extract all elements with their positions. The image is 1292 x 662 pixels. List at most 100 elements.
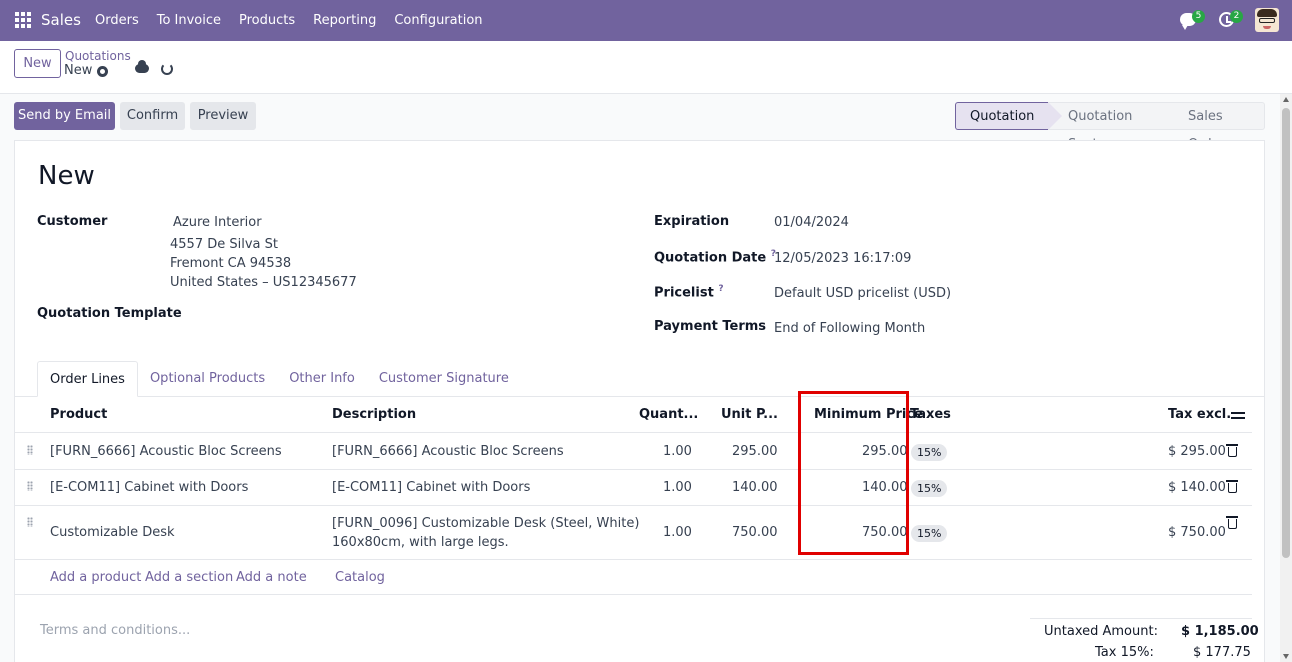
table-row[interactable]: Customizable Desk [FURN_0096] Customizab… [15, 506, 1252, 560]
payment-terms-label: Payment Terms [654, 319, 767, 334]
tax-badge[interactable]: 15% [911, 480, 948, 497]
add-product-link[interactable]: Add a product [50, 570, 142, 585]
row-quantity[interactable]: 1.00 [663, 444, 692, 459]
customer-label: Customer [37, 214, 108, 229]
row-unit-price[interactable]: 750.00 [732, 525, 778, 540]
scroll-up-icon[interactable] [1283, 97, 1289, 102]
send-by-email-button[interactable]: Send by Email [14, 102, 115, 130]
tax-badge[interactable]: 15% [911, 525, 948, 542]
pricelist-label: Pricelist ? [654, 284, 724, 301]
drag-handle-icon[interactable] [27, 445, 33, 455]
gear-icon[interactable] [97, 66, 108, 77]
catalog-link[interactable]: Catalog [335, 570, 385, 585]
quotation-template-label: Quotation Template [37, 306, 182, 321]
breadcrumb-quotations[interactable]: Quotations [65, 49, 131, 63]
col-minimum-price[interactable]: Minimum Price [814, 407, 923, 422]
stage-quotation-sent[interactable]: Quotation Sent [1048, 102, 1168, 152]
status-bar: Quotation Quotation Sent Sales Order [955, 102, 1265, 152]
activities-badge: 2 [1230, 10, 1243, 23]
stage-sales-order[interactable]: Sales Order [1168, 102, 1265, 152]
app-brand[interactable]: Sales [41, 11, 81, 29]
tax-amount-label: Tax 15%: [1095, 645, 1154, 660]
expiration-field[interactable]: 01/04/2024 [774, 215, 849, 230]
customer-address-line: 4557 De Silva St [170, 237, 278, 252]
help-icon[interactable]: ? [718, 284, 724, 294]
drag-handle-icon[interactable] [27, 481, 33, 491]
tab-other-info[interactable]: Other Info [289, 371, 355, 386]
row-product[interactable]: [E-COM11] Cabinet with Doors [50, 480, 249, 495]
row-subtotal: $ 140.00 [1168, 480, 1226, 495]
tab-customer-signature[interactable]: Customer Signature [378, 371, 509, 386]
row-quantity[interactable]: 1.00 [663, 525, 692, 540]
column-settings-icon[interactable] [1231, 409, 1245, 421]
confirm-button[interactable]: Confirm [120, 102, 185, 130]
terms-conditions-field[interactable]: Terms and conditions... [40, 623, 191, 638]
user-avatar[interactable] [1255, 8, 1279, 32]
row-subtotal: $ 295.00 [1168, 444, 1226, 459]
row-description-line2[interactable]: 160x80cm, with large legs. [332, 535, 509, 550]
row-minimum-price[interactable]: 140.00 [862, 480, 908, 495]
trash-icon[interactable] [1226, 444, 1238, 457]
row-description[interactable]: [FURN_6666] Acoustic Bloc Screens [332, 444, 564, 459]
table-row[interactable]: [FURN_6666] Acoustic Bloc Screens [FURN_… [15, 433, 1252, 470]
row-description[interactable]: [FURN_0096] Customizable Desk (Steel, Wh… [332, 516, 640, 531]
add-note-link[interactable]: Add a note [236, 570, 307, 585]
notebook-tabs: Order Lines Optional Products Other Info… [37, 361, 521, 397]
quotation-date-label: Quotation Date ? [654, 249, 776, 266]
page-scrollbar[interactable] [1280, 94, 1292, 662]
row-product[interactable]: Customizable Desk [50, 525, 175, 540]
customer-field[interactable]: Azure Interior [173, 215, 262, 230]
menu-to-invoice[interactable]: To Invoice [156, 13, 222, 28]
customer-address-line: Fremont CA 94538 [170, 256, 292, 271]
trash-icon[interactable] [1226, 516, 1238, 529]
pricelist-field[interactable]: Default USD pricelist (USD) [774, 286, 952, 301]
quotation-date-field[interactable]: 12/05/2023 16:17:09 [774, 251, 912, 266]
new-button[interactable]: New [14, 49, 61, 78]
col-quantity[interactable]: Quant... [639, 407, 699, 422]
tab-order-lines[interactable]: Order Lines [37, 361, 138, 397]
discard-icon[interactable] [161, 63, 173, 75]
cloud-save-icon[interactable] [135, 60, 149, 73]
col-tax-excl[interactable]: Tax excl. [1168, 407, 1232, 422]
table-row[interactable]: [E-COM11] Cabinet with Doors [E-COM11] C… [15, 470, 1252, 506]
stage-quotation[interactable]: Quotation [955, 102, 1062, 130]
col-product[interactable]: Product [50, 407, 108, 422]
row-product[interactable]: [FURN_6666] Acoustic Bloc Screens [50, 444, 282, 459]
drag-handle-icon[interactable] [27, 517, 33, 527]
row-minimum-price[interactable]: 295.00 [862, 444, 908, 459]
messages-badge: 5 [1192, 10, 1205, 23]
menu-products[interactable]: Products [239, 13, 296, 28]
row-description[interactable]: [E-COM11] Cabinet with Doors [332, 480, 531, 495]
payment-terms-field[interactable]: End of Following Month [774, 321, 926, 336]
row-subtotal: $ 750.00 [1168, 525, 1226, 540]
help-icon[interactable]: ? [770, 249, 776, 259]
totals-divider [1030, 618, 1252, 619]
row-minimum-price[interactable]: 750.00 [862, 525, 908, 540]
order-lines-header: Product Description Quant... Unit P... M… [15, 397, 1252, 433]
record-title: New [38, 161, 95, 191]
add-section-link[interactable]: Add a section [145, 570, 234, 585]
main-menu: Orders To Invoice Products Reporting Con… [95, 13, 501, 28]
menu-reporting[interactable]: Reporting [313, 13, 377, 28]
col-unit-price[interactable]: Unit P... [721, 407, 778, 422]
menu-orders[interactable]: Orders [95, 13, 139, 28]
apps-grid-icon[interactable] [15, 12, 31, 28]
scroll-down-icon[interactable] [1283, 654, 1289, 659]
preview-button[interactable]: Preview [190, 102, 256, 130]
row-quantity[interactable]: 1.00 [663, 480, 692, 495]
row-unit-price[interactable]: 295.00 [732, 444, 778, 459]
control-panel: New Quotations New [0, 41, 1292, 94]
row-unit-price[interactable]: 140.00 [732, 480, 778, 495]
tax-badge[interactable]: 15% [911, 444, 948, 461]
form-sheet: New Customer Azure Interior 4557 De Silv… [14, 140, 1265, 662]
breadcrumb-current: New [64, 63, 93, 78]
table-footer-divider [15, 594, 1252, 595]
menu-configuration[interactable]: Configuration [394, 13, 483, 28]
scroll-thumb[interactable] [1282, 108, 1290, 558]
trash-icon[interactable] [1226, 480, 1238, 493]
tax-amount-value: $ 177.75 [1193, 645, 1251, 660]
col-description[interactable]: Description [332, 407, 417, 422]
customer-address-line: United States – US12345677 [170, 275, 357, 290]
tab-optional-products[interactable]: Optional Products [149, 371, 266, 386]
col-taxes[interactable]: Taxes [910, 407, 951, 422]
